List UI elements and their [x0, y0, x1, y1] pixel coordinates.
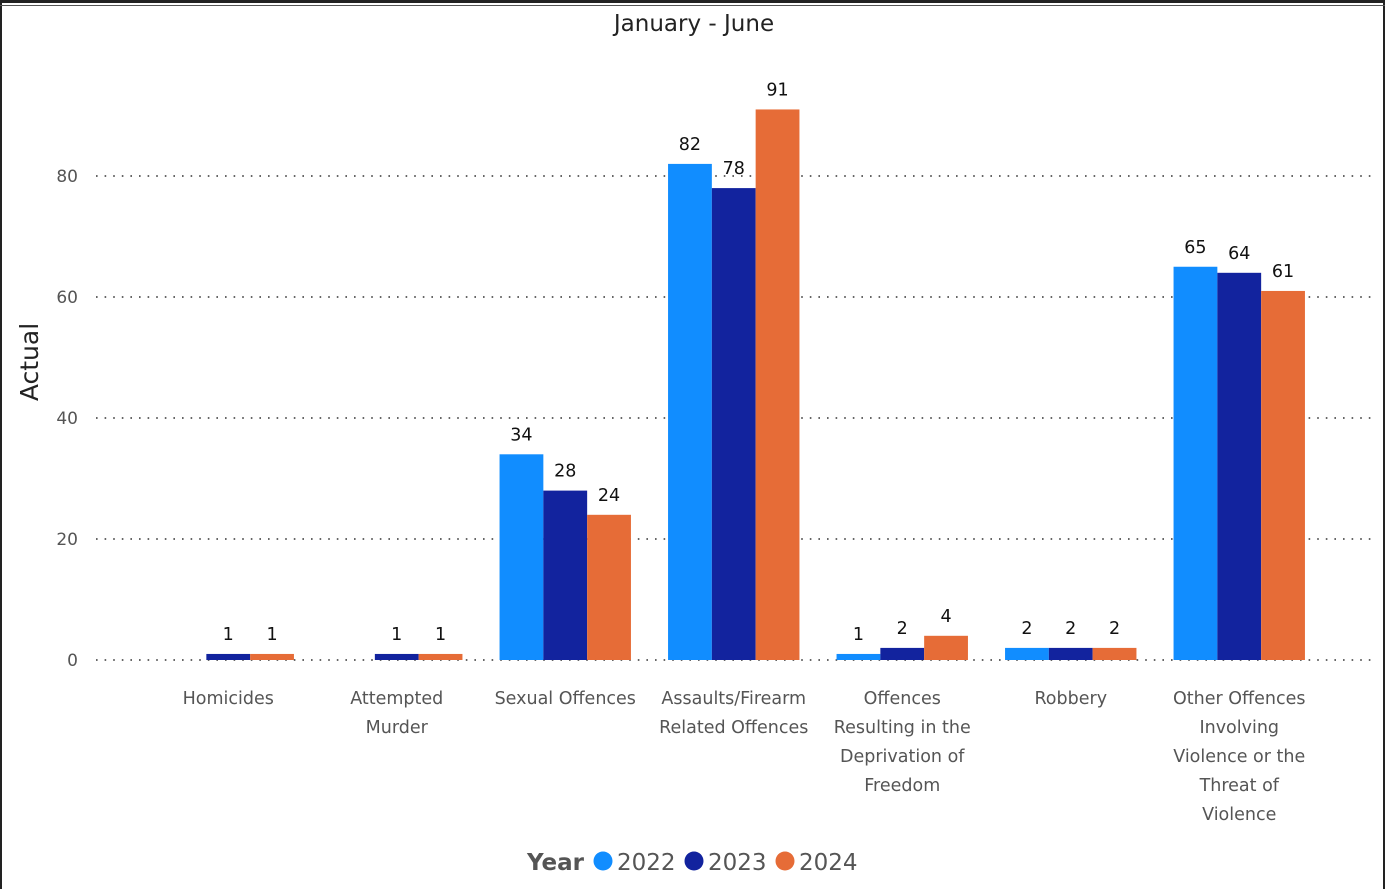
- y-tick-label: 20: [56, 530, 78, 550]
- y-tick-label: 80: [56, 167, 78, 187]
- x-tick-label: Attempted Murder: [350, 689, 443, 738]
- x-tick-label: Assaults/Firearm Related Offences: [659, 689, 808, 738]
- y-tick-label: 40: [56, 409, 78, 429]
- x-tick-label: Other Offences Involving Violence or the Th…: [1173, 689, 1305, 825]
- y-tick-labels: 0 20 40 60 80: [56, 167, 78, 671]
- x-tick-label: Robbery: [1034, 689, 1107, 709]
- data-label: 82: [679, 135, 701, 155]
- y-tick-label: 0: [67, 651, 78, 671]
- bars: [206, 109, 1305, 660]
- legend-title: Year: [526, 850, 585, 876]
- bar[interactable]: [499, 454, 544, 660]
- data-label: 65: [1184, 238, 1206, 258]
- bar[interactable]: [1217, 272, 1262, 660]
- data-label: 64: [1228, 244, 1250, 264]
- bar[interactable]: [374, 653, 419, 660]
- legend-swatch: [684, 851, 704, 871]
- bar[interactable]: [924, 635, 968, 660]
- top-rule: [0, 5, 1385, 6]
- bar[interactable]: [836, 653, 881, 660]
- data-label: 2: [1021, 619, 1032, 639]
- legend-swatch: [775, 851, 795, 871]
- bar[interactable]: [1005, 647, 1049, 660]
- bar[interactable]: [1092, 647, 1137, 660]
- data-label: 61: [1272, 262, 1294, 282]
- bar[interactable]: [206, 653, 251, 660]
- data-label: 24: [598, 486, 620, 506]
- bar[interactable]: [250, 653, 294, 660]
- x-tick-label: Sexual Offences: [495, 689, 636, 709]
- bar[interactable]: [668, 163, 712, 660]
- data-label: 28: [554, 462, 576, 482]
- bar[interactable]: [543, 490, 588, 660]
- data-label: 4: [940, 607, 951, 627]
- legend-swatch: [593, 851, 613, 871]
- legend-item[interactable]: 2024: [775, 850, 858, 876]
- bar[interactable]: [1261, 290, 1305, 660]
- x-tick-labels: Homicides Attempted Murder Sexual Offences A…: [183, 689, 1306, 825]
- data-label: 2: [897, 619, 908, 639]
- data-label: 91: [766, 80, 788, 100]
- bar[interactable]: [1048, 647, 1093, 660]
- data-label: 1: [435, 625, 446, 645]
- data-label: 2: [1065, 619, 1076, 639]
- legend-item[interactable]: 2023: [684, 850, 767, 876]
- bar[interactable]: [1173, 266, 1218, 660]
- y-tick-label: 60: [56, 288, 78, 308]
- data-label: 1: [853, 625, 864, 645]
- data-label: 34: [510, 425, 532, 445]
- bar[interactable]: [711, 188, 756, 660]
- bar[interactable]: [587, 514, 631, 660]
- bar[interactable]: [880, 647, 925, 660]
- x-tick-label: Homicides: [183, 689, 274, 709]
- legend-item[interactable]: 2022: [593, 850, 676, 876]
- data-label: 1: [266, 625, 277, 645]
- x-tick-label: Offences Resulting in the Deprivation of Fr…: [834, 689, 971, 796]
- data-label: 78: [723, 159, 745, 179]
- data-label: 1: [391, 625, 402, 645]
- legend-label: 2022: [617, 850, 676, 876]
- chart-title: January - June: [612, 11, 774, 37]
- legend-label: 2023: [708, 850, 767, 876]
- legend-label: 2024: [799, 850, 858, 876]
- legend[interactable]: Year 2022 2023 2024: [526, 850, 858, 876]
- y-axis-label: Actual: [15, 323, 44, 401]
- data-label: 1: [223, 625, 234, 645]
- bar[interactable]: [418, 653, 463, 660]
- bar[interactable]: [755, 109, 800, 660]
- data-label: 2: [1109, 619, 1120, 639]
